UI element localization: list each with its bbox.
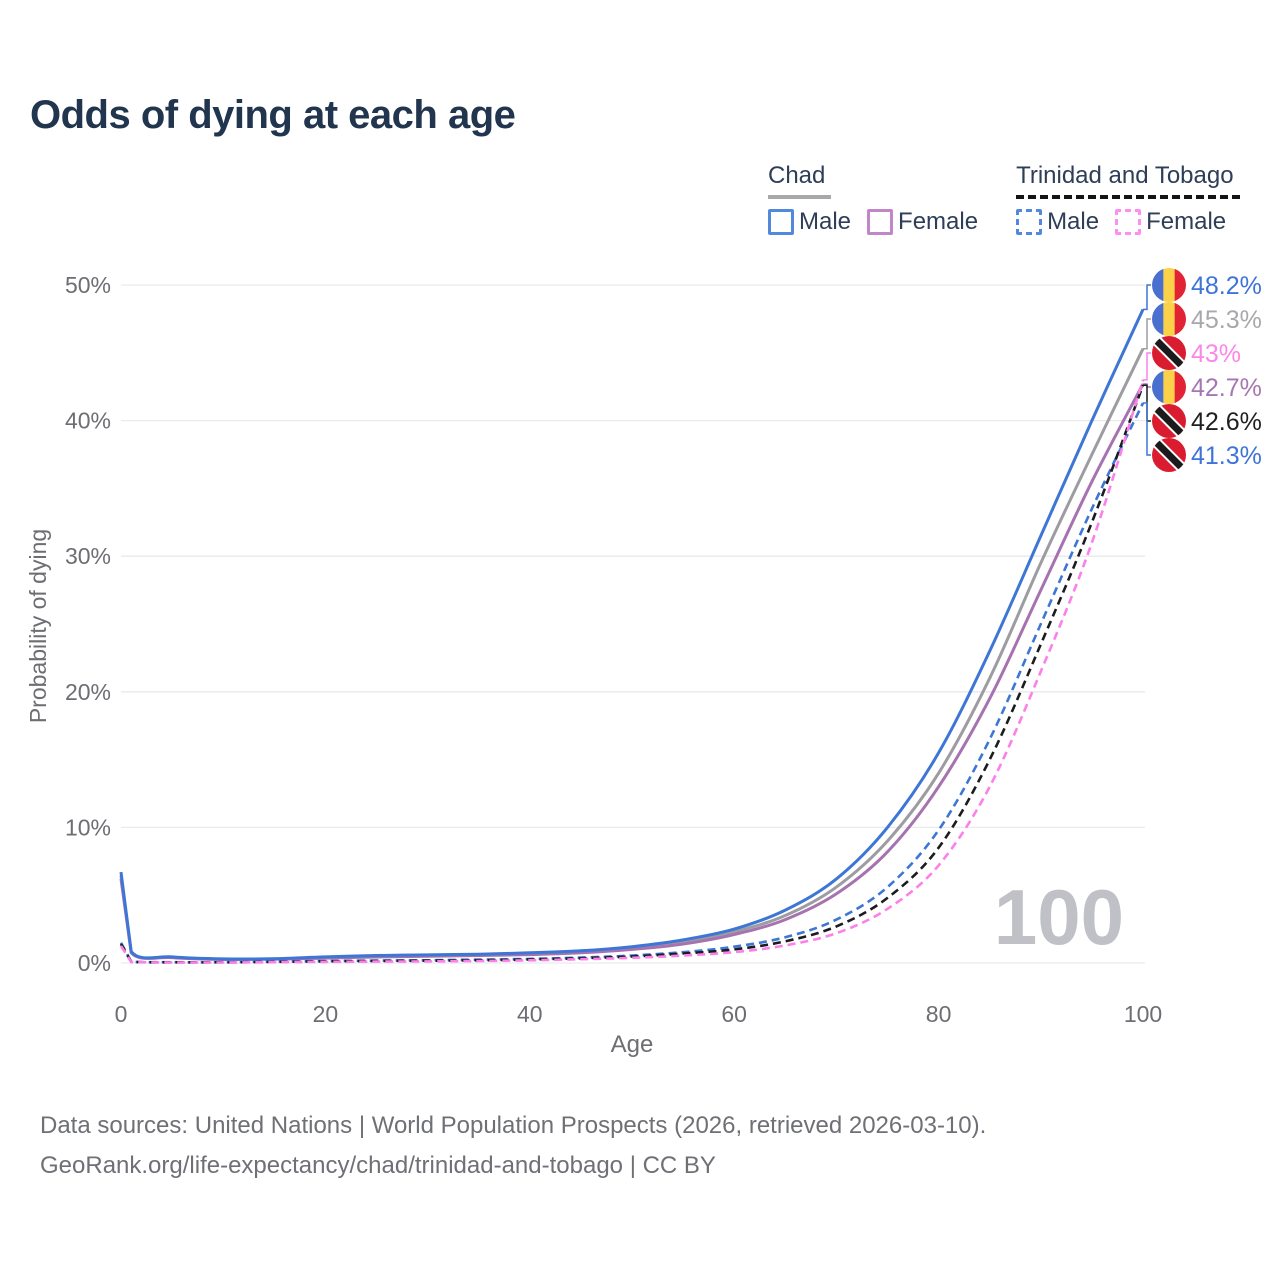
legend-group-chad: Chad Male Female <box>768 162 978 236</box>
x-tick-label: 80 <box>926 1001 952 1027</box>
line-tt-female <box>119 379 1145 964</box>
x-tick-label: 40 <box>517 1001 543 1027</box>
source-line-2: GeoRank.org/life-expectancy/chad/trinida… <box>40 1152 716 1179</box>
trinidad-and-tobago-flag-icon <box>1152 336 1186 370</box>
leader-line-tt-female <box>1143 352 1151 381</box>
y-axis-title: Probability of dying <box>25 529 51 723</box>
legend-group-title-chad: Chad <box>768 162 832 199</box>
y-tick-label: 40% <box>65 408 111 434</box>
chad-flag-icon <box>1152 370 1186 404</box>
y-tick-label: 10% <box>65 814 111 840</box>
legend-item-label: Male <box>799 208 852 235</box>
x-axis-title: Age <box>611 1031 654 1058</box>
end-value-label-chad-both: 45.3% <box>1191 306 1262 334</box>
end-value-label-tt-female: 43% <box>1191 340 1241 368</box>
trinidad-and-tobago-flag-icon <box>1152 404 1186 438</box>
chart-title: Odds of dying at each age <box>30 93 516 137</box>
leader-line-chad-both <box>1143 318 1151 350</box>
end-value-label-chad-male: 48.2% <box>1191 272 1262 300</box>
x-tick-label: 100 <box>1124 1001 1162 1027</box>
legend-swatch-trinidad-and-tobago-male-icon <box>1016 209 1043 235</box>
end-value-label-tt-male: 41.3% <box>1191 442 1262 470</box>
legend-group-trinidad-and-tobago: Trinidad and Tobago Male Female <box>1016 162 1240 236</box>
x-tick-label: 60 <box>721 1001 747 1027</box>
leader-line-chad-male <box>1143 284 1151 311</box>
legend: Chad Male Female Trinidad and Tobago Male Fem… <box>768 162 1240 236</box>
legend-swatch-chad-male-icon <box>768 209 794 235</box>
y-tick-label: 30% <box>65 543 111 569</box>
source-line-1: Data sources: United Nations | World Pop… <box>40 1112 987 1139</box>
leader-line-tt-male <box>1143 402 1151 456</box>
trinidad-and-tobago-flag-icon <box>1152 438 1186 472</box>
hover-age-watermark: 100 <box>993 873 1125 961</box>
legend-item-label: Male <box>1047 208 1100 235</box>
x-tick-label: 0 <box>115 1001 128 1027</box>
y-tick-label: 50% <box>65 272 111 298</box>
legend-item-label: Female <box>1146 208 1227 235</box>
legend-item-trinidad-and-tobago-female[interactable]: Female <box>1115 208 1226 236</box>
legend-group-title-trinidad-and-tobago: Trinidad and Tobago <box>1016 162 1240 199</box>
legend-swatch-trinidad-and-tobago-female-icon <box>1115 209 1142 235</box>
line-tt-both <box>119 384 1145 964</box>
end-value-label-tt-both: 42.6% <box>1191 408 1262 436</box>
y-tick-label: 0% <box>78 950 111 976</box>
chad-flag-icon <box>1152 268 1186 302</box>
source-note: Data sources: United Nations | World Pop… <box>40 1106 1240 1186</box>
x-tick-label: 20 <box>313 1001 339 1027</box>
y-tick-label: 20% <box>65 679 111 705</box>
legend-swatch-chad-female-icon <box>867 209 894 235</box>
legend-item-chad-male[interactable]: Male <box>768 208 851 236</box>
legend-item-trinidad-and-tobago-male[interactable]: Male <box>1016 208 1099 236</box>
end-value-label-chad-female: 42.7% <box>1191 374 1262 402</box>
line-chad-female <box>119 383 1145 962</box>
legend-item-chad-female[interactable]: Female <box>867 208 978 236</box>
line-chad-male <box>119 308 1145 961</box>
chad-flag-icon <box>1152 302 1186 336</box>
legend-item-label: Female <box>898 208 979 235</box>
